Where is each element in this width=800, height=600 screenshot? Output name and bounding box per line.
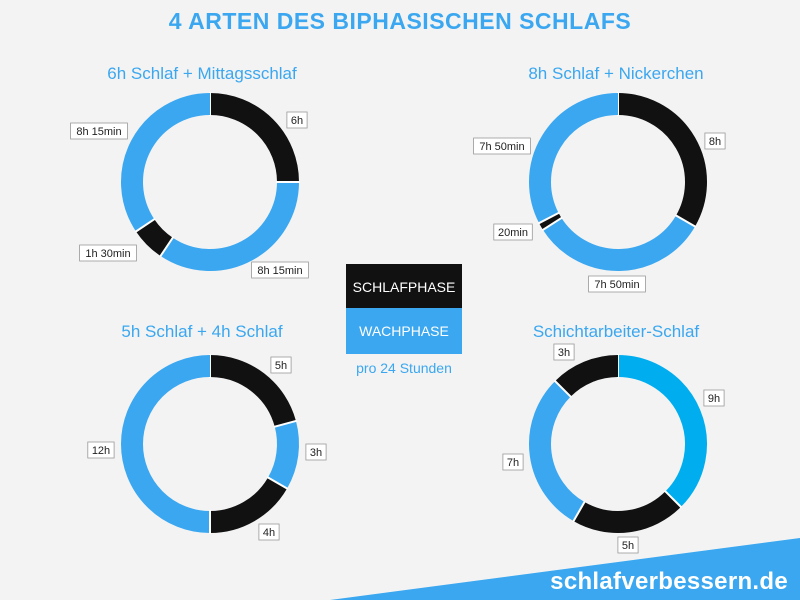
donut-2-label-box-2 <box>588 275 646 293</box>
donut-1-separator-3 <box>159 236 175 258</box>
donut-4-slice-3 <box>529 381 585 522</box>
donut-2-separator-2 <box>674 214 697 228</box>
donut-1-slice-3 <box>136 218 174 256</box>
donut-1-label-box-4 <box>70 122 128 140</box>
donut-4-separator-4 <box>553 379 573 399</box>
legend-note: pro 24 Stunden <box>356 360 452 376</box>
chart-title-4: Schichtarbeiter-Schlaf <box>532 322 700 341</box>
donut-2-slice-2 <box>542 215 696 271</box>
donut-3-label-box-1 <box>270 356 292 374</box>
donut-4-separator-2 <box>663 489 683 509</box>
donut-chart-3: 5h 3h 4h 12h <box>87 354 327 541</box>
donut-chart-2: 8h 7h 50min 20min 7h 50min <box>473 92 726 293</box>
donut-4-slice-4 <box>555 355 619 397</box>
donut-1-label-box-2 <box>251 261 309 279</box>
footer-brand: schlafverbessern.de <box>550 568 788 595</box>
donut-chart-4: 9h 5h 7h 3h <box>502 343 725 554</box>
donut-4-label-box-1 <box>703 389 725 407</box>
donut-2-label-box-3 <box>493 223 533 241</box>
donut-chart-1: 6h 8h 15min 1h 30min 8h 15min <box>70 92 309 279</box>
donut-3-label-3: 4h <box>263 527 275 539</box>
main-title: 4 ARTEN DES BIPHASISCHEN SCHLAFS <box>168 8 632 34</box>
donut-2-label-1: 8h <box>709 136 721 148</box>
footer-band-shape <box>330 538 800 600</box>
donut-1-label-1: 6h <box>291 115 303 127</box>
chart-title-3: 5h Schlaf + 4h Schlaf <box>121 322 283 341</box>
donut-3-label-2: 3h <box>310 447 322 459</box>
donut-4-separator-3 <box>572 500 586 523</box>
donut-1-label-box-3 <box>79 244 137 262</box>
legend-wake-box: WACHPHASE <box>346 308 462 354</box>
donut-4-label-box-3 <box>502 453 524 471</box>
donut-1-separator-4 <box>134 217 156 233</box>
donut-2-slice-3 <box>539 212 562 230</box>
donut-2-label-box-4 <box>473 137 531 155</box>
donut-4-label-4: 3h <box>558 347 570 359</box>
donut-1-label-2: 8h 15min <box>257 265 302 277</box>
donut-3-label-4: 12h <box>92 445 110 457</box>
donut-3-label-box-2 <box>305 443 327 461</box>
donut-2-slice-4 <box>529 93 619 224</box>
donut-1-label-4: 8h 15min <box>76 126 121 138</box>
donut-3-label-box-3 <box>258 523 280 541</box>
donut-3-separator-3 <box>266 476 289 490</box>
donut-3-separator-2 <box>273 419 298 428</box>
donut-1-slice-4 <box>121 93 211 232</box>
donut-2-label-2: 7h 50min <box>594 279 639 291</box>
donut-2-label-4: 7h 50min <box>479 141 524 153</box>
donut-4-slice-1 <box>617 355 707 507</box>
donut-1-slice-1 <box>209 93 299 183</box>
donut-4-label-1: 9h <box>708 393 720 405</box>
donut-3-slice-4 <box>121 355 211 533</box>
legend-sleep-box: SCHLAFPHASE <box>346 264 462 310</box>
donut-4-label-3: 7h <box>507 457 519 469</box>
donut-2-separator-4 <box>537 211 560 225</box>
donut-3-label-1: 5h <box>275 360 287 372</box>
donut-1-label-3: 1h 30min <box>85 248 130 260</box>
chart-title-2: 8h Schlaf + Nickerchen <box>528 64 704 83</box>
chart-title-1: 6h Schlaf + Mittagsschlaf <box>107 64 297 83</box>
donut-3-slice-2 <box>267 420 299 489</box>
donut-3-slice-3 <box>209 477 288 533</box>
donut-2-separator-3 <box>541 216 563 232</box>
donut-1-label-box-1 <box>286 111 308 129</box>
donut-2-slice-1 <box>617 93 707 227</box>
donut-4-label-box-4 <box>553 343 575 361</box>
donut-4-slice-2 <box>573 491 681 533</box>
donut-2-label-box-1 <box>704 132 726 150</box>
donut-3-slice-1 <box>209 355 296 428</box>
donut-2-label-3: 20min <box>498 227 528 239</box>
donut-1-slice-2 <box>160 181 299 271</box>
donut-3-label-box-4 <box>87 441 115 459</box>
donut-4-label-2: 5h <box>622 540 634 552</box>
donut-4-label-box-2 <box>617 536 639 554</box>
